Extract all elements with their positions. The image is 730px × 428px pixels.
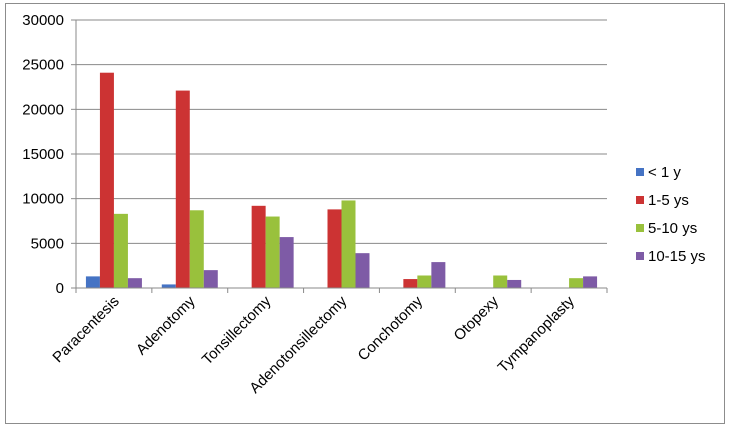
x-category-label: Adenotomy — [133, 292, 199, 358]
y-tick-label: 0 — [56, 280, 64, 297]
bar-adenotonsillectomy-5-10-ys — [341, 200, 356, 288]
y-tick-label: 10000 — [22, 191, 64, 208]
bar-adenotomy-1-5-ys — [175, 90, 190, 288]
bar-adenotonsillectomy-10-15-ys — [355, 253, 370, 288]
legend: < 1 y 1-5 ys 5-10 ys 10-15 ys — [636, 164, 706, 265]
y-tick-label: 20000 — [22, 101, 64, 118]
bar-adenotonsillectomy-1-5-ys — [327, 209, 342, 288]
legend-label-5-10-ys: 5-10 ys — [648, 220, 697, 237]
y-tick-label: 30000 — [22, 12, 64, 29]
x-category-label: Otopexy — [451, 292, 503, 344]
bar-conchotomy-5-10-ys — [417, 275, 432, 288]
grid-lines — [76, 19, 607, 244]
bar-adenotomy-10-15-ys — [203, 270, 218, 288]
x-category-label: Conchotomy — [355, 292, 427, 364]
bar-otopexy-5-10-ys — [493, 275, 508, 288]
bar-tympanoplasty-10-15-ys — [583, 276, 598, 288]
bar-tonsillectomy-1-5-ys — [251, 205, 266, 288]
x-category-label: Tonsillectomy — [199, 292, 275, 368]
legend-label-1-y: < 1 y — [648, 164, 681, 181]
legend-label-10-15-ys: 10-15 ys — [648, 248, 706, 265]
legend-label-1-5-ys: 1-5 ys — [648, 192, 689, 209]
y-tick-label: 25000 — [22, 57, 64, 74]
x-category-label: Paracentesis — [49, 293, 122, 366]
legend-swatch-1-y — [636, 168, 644, 176]
bar-conchotomy-1-5-ys — [403, 279, 418, 288]
bar-adenotomy-5-10-ys — [189, 210, 204, 288]
bar-paracentesis-1-5-ys — [99, 72, 114, 288]
bar-conchotomy-10-15-ys — [431, 262, 446, 288]
x-category-label: Tympanoplasty — [495, 292, 579, 376]
x-category-labels: Paracentesis Adenotomy TonsillectomyAdenot… — [49, 292, 578, 396]
bar-adenotomy-1-y — [161, 284, 176, 288]
bar-tonsillectomy-10-15-ys — [279, 237, 294, 288]
bars — [85, 72, 598, 288]
chart-frame — [5, 3, 725, 424]
bar-otopexy-10-15-ys — [507, 279, 522, 288]
legend-swatch-10-15-ys — [636, 252, 644, 260]
bar-tympanoplasty-5-10-ys — [569, 278, 584, 288]
bar-tonsillectomy-5-10-ys — [265, 216, 280, 288]
legend-swatch-5-10-ys — [636, 224, 644, 232]
y-tick-label: 15000 — [22, 146, 64, 163]
y-tick-label: 5000 — [31, 235, 64, 252]
y-tick-labels: 0 5000 10000 15000 20000 25000 30000 — [22, 12, 64, 297]
axes — [71, 19, 608, 293]
bar-paracentesis-5-10-ys — [113, 213, 128, 288]
bar-paracentesis-10-15-ys — [127, 278, 142, 288]
legend-swatch-1-5-ys — [636, 196, 644, 204]
bar-paracentesis-1-y — [85, 276, 100, 288]
